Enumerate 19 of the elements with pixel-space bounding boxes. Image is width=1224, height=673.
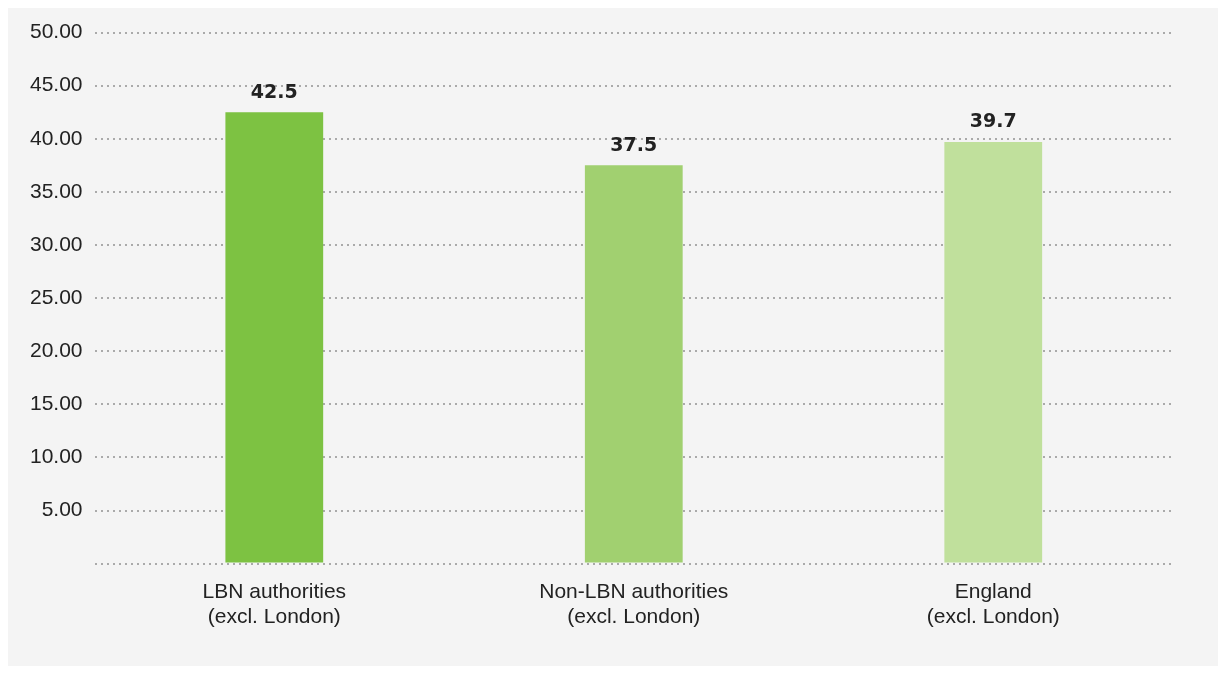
y-tick-label: 50.00 bbox=[29, 19, 83, 43]
bar bbox=[944, 141, 1043, 563]
y-tick-label: 40.00 bbox=[29, 125, 83, 149]
x-tick-label: Non-LBN authorities (excl. London) bbox=[539, 579, 729, 628]
y-tick-label: 5.00 bbox=[41, 497, 83, 521]
y-tick-label: 10.00 bbox=[29, 444, 83, 468]
x-tick-label: LBN authorities (excl. London) bbox=[202, 579, 347, 628]
x-tick-label: England (excl. London) bbox=[926, 579, 1060, 628]
y-tick-label: 30.00 bbox=[29, 231, 83, 255]
data-label: 37.5 bbox=[610, 132, 658, 155]
y-tick-label: 35.00 bbox=[29, 178, 83, 202]
data-label: 42.5 bbox=[250, 79, 298, 102]
y-tick-label: 45.00 bbox=[29, 72, 83, 96]
bar bbox=[584, 165, 683, 563]
y-tick-label: 15.00 bbox=[29, 391, 83, 415]
data-label: 39.7 bbox=[969, 109, 1017, 132]
y-tick-label: 25.00 bbox=[29, 284, 83, 308]
bar bbox=[225, 112, 324, 563]
y-tick-label: 20.00 bbox=[29, 338, 83, 361]
